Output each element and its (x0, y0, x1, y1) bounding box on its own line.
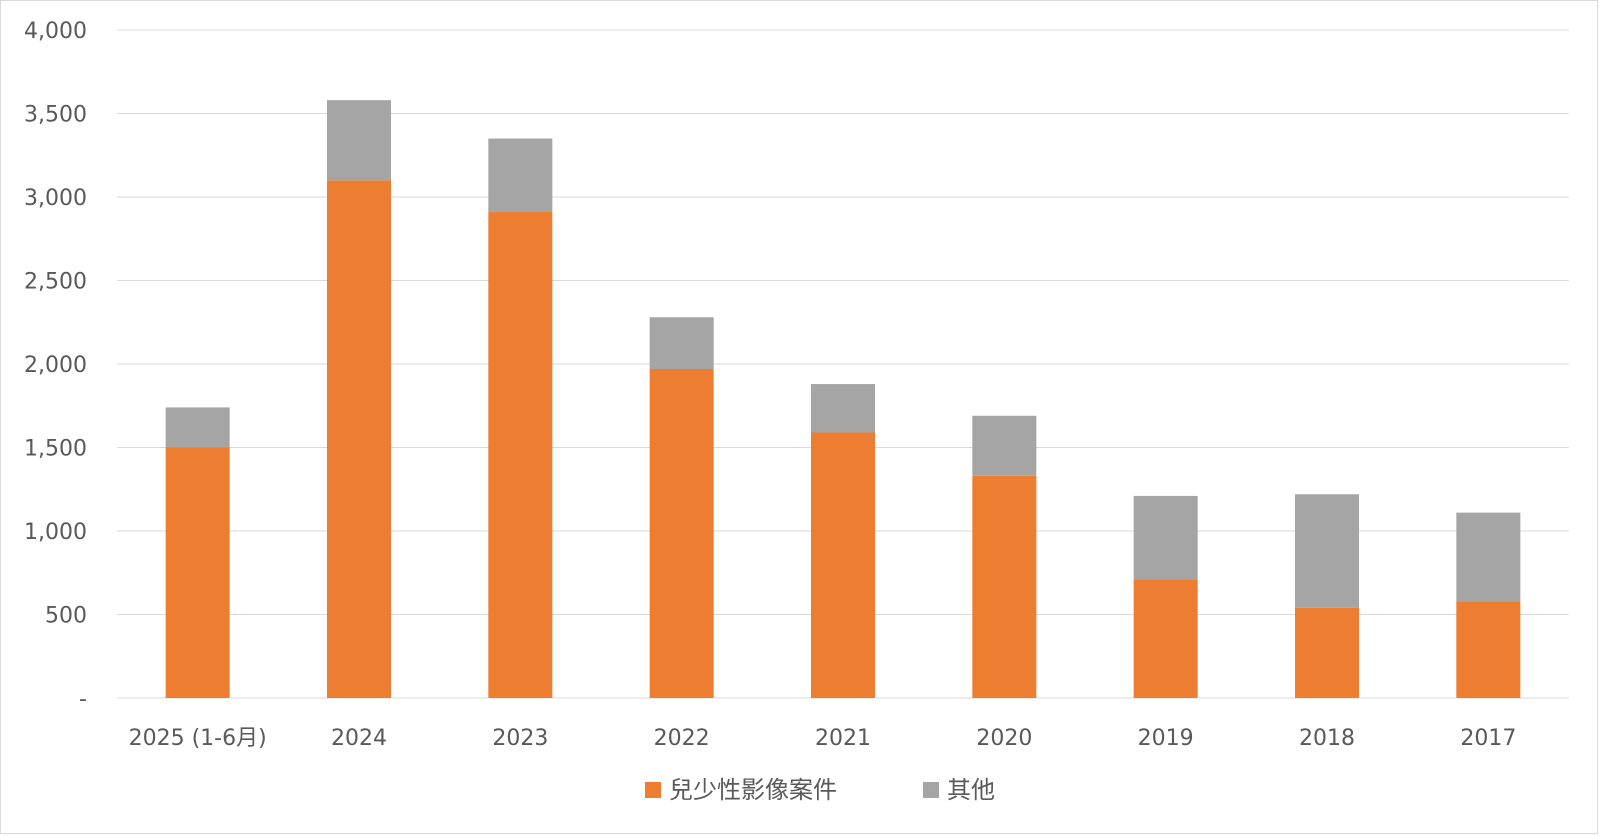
x-tick-label: 2017 (1460, 726, 1516, 751)
bar-segment (972, 415, 1037, 476)
x-tick-label: 2018 (1299, 726, 1355, 751)
y-tick-label: 500 (45, 604, 87, 629)
y-tick-label: 3,500 (24, 103, 87, 128)
bar-segment (811, 432, 875, 698)
y-tick-label: 1,000 (24, 520, 87, 545)
bar-segment (649, 317, 714, 370)
bar-segment (1295, 607, 1359, 698)
bar-segment (488, 212, 553, 698)
legend-swatch (923, 782, 939, 798)
legend-swatch (645, 782, 661, 798)
legend: 兒少性影像案件 其他 (645, 776, 995, 804)
bar-segment (165, 407, 230, 448)
legend-label: 其他 (947, 776, 995, 804)
bar-segment (488, 138, 553, 213)
y-tick-label: 2,500 (24, 270, 87, 295)
y-tick-label: - (79, 687, 87, 712)
bar-segment (972, 475, 1037, 698)
x-tick-label: 2025 (1-6月) (129, 726, 267, 751)
bar-segment (327, 100, 391, 181)
bar-segment (1456, 601, 1521, 698)
bar-segment (1295, 494, 1359, 608)
legend-label: 兒少性影像案件 (669, 776, 837, 804)
bar-segment (811, 384, 875, 433)
bar-segment (165, 447, 230, 698)
bar-segment (1133, 579, 1198, 698)
y-tick-label: 1,500 (24, 437, 87, 462)
bar-segment (1456, 512, 1521, 602)
x-tick-label: 2019 (1138, 726, 1194, 751)
bar-segment (649, 369, 714, 698)
y-tick-label: 3,000 (24, 186, 87, 211)
x-tick-label: 2022 (654, 726, 710, 751)
x-tick-label: 2023 (492, 726, 548, 751)
bar-segment (1133, 495, 1198, 580)
x-tick-label: 2024 (331, 726, 387, 751)
x-tick-label: 2021 (815, 726, 871, 751)
bar-segment (327, 180, 391, 699)
x-tick-label: 2020 (976, 726, 1032, 751)
y-tick-label: 4,000 (24, 19, 87, 44)
y-tick-label: 2,000 (24, 353, 87, 378)
x-axis-ticks: 2025 (1-6月) 2024 2023 2022 2021 2020 2019 2018 2… (129, 726, 1517, 751)
bars (165, 100, 1521, 699)
y-axis-ticks: - 500 1,000 1,500 2,000 2,500 3,000 3,500 4,000 (24, 19, 87, 712)
